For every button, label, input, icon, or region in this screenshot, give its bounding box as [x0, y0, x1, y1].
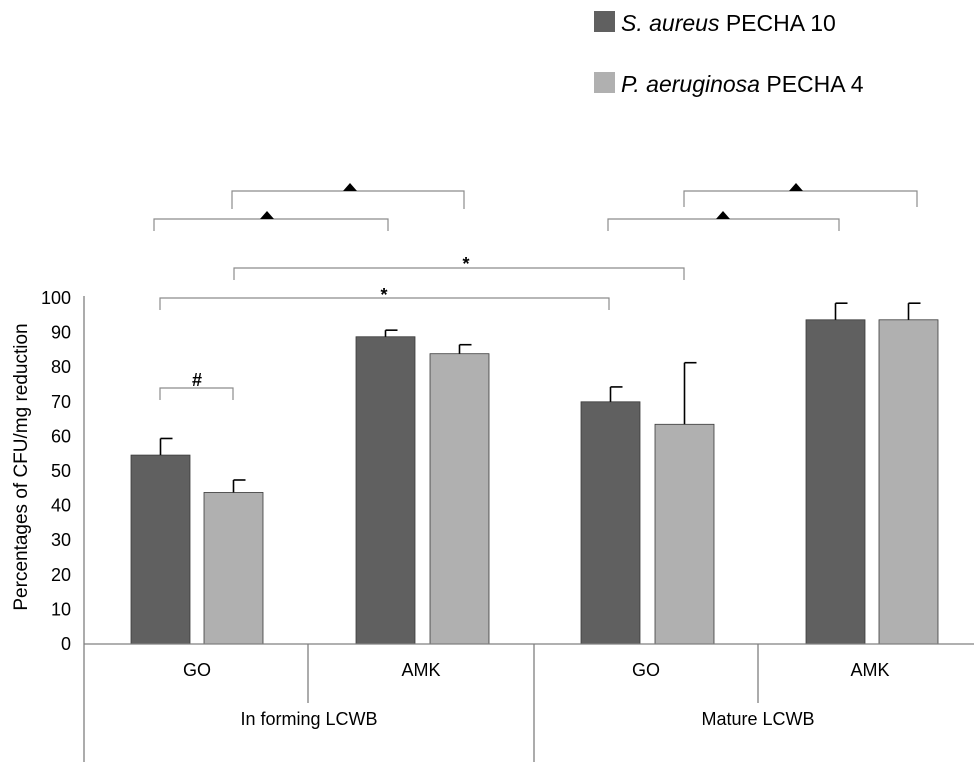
category-label: GO: [183, 660, 211, 680]
legend-label-p-aeruginosa: P. aeruginosa PECHA 4: [621, 71, 864, 97]
bar: [130, 454, 191, 645]
bar: [429, 353, 490, 645]
legend-swatch-p-aeruginosa: [594, 72, 615, 93]
category-labels: GO AMK GO AMK: [183, 660, 890, 680]
y-tick-label: 0: [61, 634, 71, 654]
bracket-star-upper: [233, 267, 685, 280]
y-tick-label: 70: [51, 392, 71, 412]
category-label: AMK: [850, 660, 889, 680]
group-label: In forming LCWB: [240, 709, 377, 729]
category-label: GO: [632, 660, 660, 680]
bar: [878, 319, 939, 645]
category-label: AMK: [401, 660, 440, 680]
triangle-marker: [260, 211, 274, 219]
y-tick-label: 40: [51, 496, 71, 516]
significance-markers: # * *: [192, 183, 803, 390]
bracket-diamond-3: [607, 218, 840, 231]
y-tick-label: 60: [51, 426, 71, 446]
y-tick-label: 90: [51, 323, 71, 343]
bracket-star-lower: [159, 297, 610, 310]
triangle-marker: [343, 183, 357, 191]
y-tick-label: 100: [41, 288, 71, 308]
triangle-marker: [789, 183, 803, 191]
y-tick-label: 50: [51, 461, 71, 481]
bar: [355, 336, 416, 645]
legend-swatch-s-aureus: [594, 11, 615, 32]
bracket-diamond-4: [683, 190, 918, 207]
star-marker: *: [462, 254, 469, 274]
bracket-hash: [159, 387, 234, 400]
y-tick-label: 20: [51, 565, 71, 585]
hash-marker: #: [192, 370, 202, 390]
star-marker: *: [380, 285, 387, 305]
y-tick-label: 10: [51, 599, 71, 619]
bracket-diamond-1: [153, 218, 389, 231]
legend-label-s-aureus: S. aureus PECHA 10: [621, 10, 836, 36]
y-tick-label: 80: [51, 357, 71, 377]
axes: [83, 296, 974, 762]
group-labels: In forming LCWB Mature LCWB: [240, 709, 814, 729]
error-bars: [159, 302, 921, 493]
triangle-marker: [716, 211, 730, 219]
y-axis-label: Percentages of CFU/mg reduction: [11, 323, 32, 610]
bracket-diamond-2: [231, 190, 465, 209]
bar: [580, 401, 641, 645]
bar: [805, 319, 866, 645]
group-label: Mature LCWB: [701, 709, 814, 729]
significance-brackets: [153, 190, 918, 400]
bar: [203, 492, 264, 645]
legend: S. aureus PECHA 10 P. aeruginosa PECHA 4: [594, 10, 864, 97]
bars: [130, 319, 939, 645]
y-tick-label: 30: [51, 530, 71, 550]
bar: [654, 423, 715, 645]
